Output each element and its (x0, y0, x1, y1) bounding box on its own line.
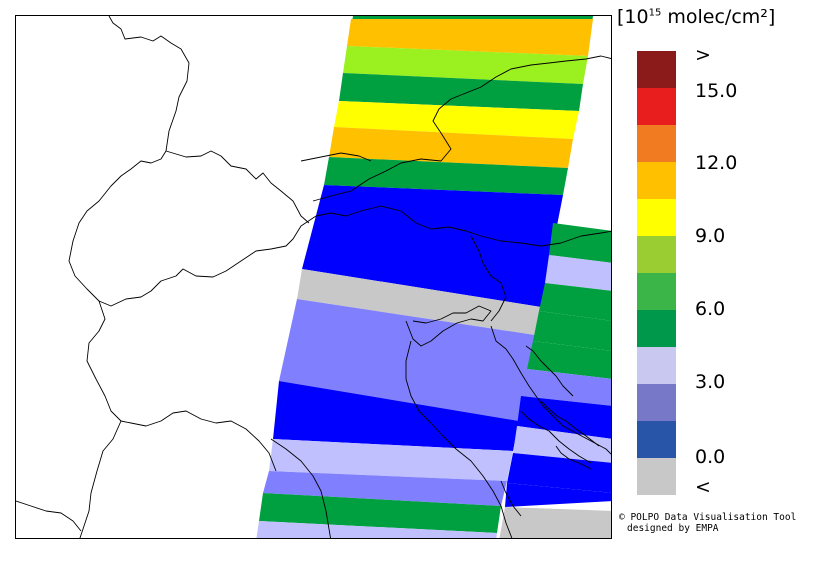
swath-stripe (343, 46, 588, 84)
swath-stripe (334, 101, 579, 139)
border-line (500, 480, 522, 517)
border-line (525, 345, 574, 397)
swath-stripe (545, 255, 611, 291)
colorbar-tick-label: > (695, 44, 711, 66)
colorbar-segment (637, 421, 676, 458)
colorbar-tick-label: 15.0 (695, 80, 738, 102)
swath-stripe (513, 426, 611, 463)
swath-stripe (269, 439, 513, 481)
border-line (540, 400, 600, 447)
colorbar-segment (637, 51, 676, 88)
colorbar-tick-label: < (695, 476, 711, 498)
swath-stripe (499, 507, 611, 538)
swath-stripe (302, 185, 563, 307)
swath-stripe (539, 283, 611, 321)
border-line (300, 152, 372, 162)
border-line (405, 340, 513, 538)
border-line (165, 150, 310, 224)
colorbar-tick-label: 0.0 (695, 446, 726, 468)
border-line (315, 205, 611, 247)
colorbar-tick-label: 12.0 (695, 152, 738, 174)
border-line (68, 16, 190, 538)
border-line (555, 445, 592, 470)
swath-stripe (329, 127, 573, 168)
swath-stripe (533, 311, 611, 351)
colorbar-segment (637, 273, 676, 310)
colorbar-segment (637, 199, 676, 236)
colorbar-segment (637, 347, 676, 384)
border-line (520, 410, 592, 464)
border-line (405, 305, 492, 347)
colorbar-segment (637, 88, 676, 125)
colorbar-segment (637, 458, 676, 495)
country-borders (16, 16, 611, 538)
swath-stripe (324, 157, 568, 195)
map-view (15, 15, 612, 539)
border-line (312, 55, 611, 202)
swath-stripe (256, 521, 497, 538)
swath-stripe (521, 369, 611, 406)
border-line (98, 215, 317, 307)
colorbar-segment (637, 236, 676, 273)
credit-text: © POLPO Data Visualisation Tool designed… (619, 512, 796, 534)
swath-stripe (259, 493, 501, 533)
swath-stripe (517, 396, 611, 439)
credit-line-2: designed by EMPA (627, 523, 719, 534)
swath-stripe (347, 19, 593, 56)
legend-unit-label: [1015 molec/cm²] (617, 6, 776, 28)
swath-stripe (297, 269, 541, 335)
border-line (490, 325, 611, 455)
swath-stripe (279, 299, 535, 421)
colorbar-segment (637, 310, 676, 347)
satellite-swath (256, 16, 611, 538)
colorbar (637, 51, 676, 495)
border-line (270, 438, 331, 538)
swath-stripe (527, 341, 611, 379)
border-line (16, 500, 82, 532)
colorbar-tick-label: 6.0 (695, 298, 726, 320)
swath-stripe (505, 483, 611, 507)
swath-stripe (273, 381, 519, 451)
border-line (120, 410, 277, 472)
colorbar-segment (637, 162, 676, 199)
swath-stripe (507, 453, 611, 493)
swath-stripe (549, 223, 611, 263)
swath-stripe (263, 471, 507, 506)
map-canvas (16, 16, 611, 538)
swath-stripe (339, 73, 583, 111)
border-line (470, 235, 507, 322)
credit-line-1: © POLPO Data Visualisation Tool (619, 512, 797, 523)
colorbar-tick-label: 9.0 (695, 225, 726, 247)
colorbar-segment (637, 125, 676, 162)
colorbar-segment (637, 384, 676, 421)
colorbar-tick-label: 3.0 (695, 371, 726, 393)
